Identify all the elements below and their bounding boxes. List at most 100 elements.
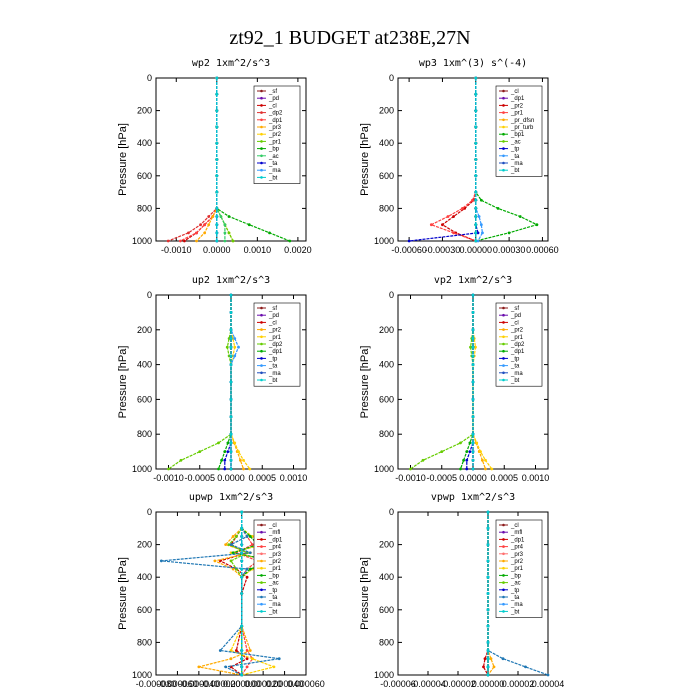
data-point xyxy=(486,665,490,669)
legend-entry: _cl xyxy=(510,89,519,95)
data-point xyxy=(215,215,219,218)
data-point xyxy=(471,450,475,453)
legend-marker xyxy=(502,118,505,122)
data-point xyxy=(215,223,219,227)
data-point xyxy=(242,458,245,462)
x-tick-label: 0.0000 xyxy=(203,245,231,255)
legend-marker xyxy=(260,595,263,599)
legend-entry: _pr_turb xyxy=(510,125,534,131)
legend-entry: _mfl xyxy=(510,530,522,536)
data-point xyxy=(195,239,198,243)
legend-marker xyxy=(502,335,505,339)
data-point xyxy=(227,231,231,235)
data-point xyxy=(215,190,219,194)
data-point xyxy=(229,543,233,546)
series-line-dp1 xyxy=(180,78,218,242)
x-tick-label: 0.0000 xyxy=(459,473,487,483)
data-point xyxy=(490,467,494,471)
legend-entry: _dp1 xyxy=(510,349,525,355)
data-point xyxy=(237,345,240,349)
y-tick-label: 400 xyxy=(379,360,394,370)
y-tick-label: 1000 xyxy=(132,236,152,246)
x-tick-label: -0.0010 xyxy=(153,473,184,483)
data-point xyxy=(197,665,201,669)
legend-marker xyxy=(260,176,263,179)
legend-box xyxy=(495,85,543,177)
data-point xyxy=(409,467,412,471)
data-point xyxy=(229,380,233,384)
data-point xyxy=(421,458,425,462)
y-tick-label: 400 xyxy=(137,572,152,582)
data-point xyxy=(223,458,227,462)
legend-entry: _bp xyxy=(510,573,522,579)
data-point xyxy=(474,215,478,218)
legend-entry: _cl xyxy=(510,523,519,529)
data-point xyxy=(215,231,219,235)
legend-marker xyxy=(502,168,505,172)
data-point xyxy=(215,174,219,178)
legend-marker xyxy=(502,371,505,375)
data-point xyxy=(217,467,220,471)
data-point xyxy=(207,223,211,227)
data-point xyxy=(229,458,233,462)
data-point xyxy=(233,337,237,340)
data-point xyxy=(474,345,477,349)
legend-marker xyxy=(502,538,505,541)
data-point xyxy=(268,231,271,235)
data-point xyxy=(483,657,487,661)
data-point xyxy=(479,450,482,453)
data-point xyxy=(471,328,475,332)
data-point xyxy=(461,207,464,210)
plot-frame xyxy=(397,511,549,676)
y-tick-label: 600 xyxy=(379,171,394,181)
data-point xyxy=(240,665,244,669)
legend-marker xyxy=(502,588,505,592)
legend-marker xyxy=(502,349,505,353)
data-point xyxy=(240,592,244,595)
data-point xyxy=(229,398,233,401)
data-point xyxy=(211,215,215,218)
y-tick-label: 200 xyxy=(379,106,394,116)
y-axis-label: Pressure [hPa] xyxy=(359,557,371,630)
panel-title: vp2 1xm^2/s^3 xyxy=(434,275,512,286)
legend-marker xyxy=(260,96,263,100)
legend-entry: _bt xyxy=(510,378,520,384)
data-point xyxy=(471,432,475,436)
data-point xyxy=(240,567,244,571)
legend-entry: _ac xyxy=(510,139,521,145)
legend-marker xyxy=(260,335,263,339)
data-point xyxy=(471,198,474,202)
data-point xyxy=(482,665,485,669)
legend-entry: _tp xyxy=(268,356,278,362)
panel-title: wp3 1xm^(3) s^(-4) xyxy=(419,58,527,69)
data-point xyxy=(479,223,483,227)
legend-marker xyxy=(260,306,263,310)
legend-marker xyxy=(260,154,263,158)
figure-title: zt92_1 BUDGET at238E,27N xyxy=(229,27,470,49)
data-point xyxy=(240,535,244,538)
legend-entry: _bp xyxy=(268,147,280,153)
legend-marker xyxy=(502,574,505,577)
legend-entry: _sf xyxy=(268,89,277,95)
y-tick-label: 600 xyxy=(137,171,152,181)
legend-entry: _pd xyxy=(268,313,279,319)
data-point xyxy=(479,198,483,202)
series-line-ta xyxy=(161,512,280,676)
y-tick-label: 800 xyxy=(137,429,152,439)
data-point xyxy=(223,239,227,243)
legend-marker xyxy=(502,566,505,570)
data-point xyxy=(486,592,490,595)
y-axis-label: Pressure [hPa] xyxy=(117,123,129,196)
data-point xyxy=(229,345,233,349)
x-tick-label: 0.00060 xyxy=(526,245,559,255)
data-point xyxy=(229,657,233,661)
data-point xyxy=(446,215,450,218)
data-point xyxy=(471,458,475,462)
data-point xyxy=(240,657,244,661)
data-point xyxy=(223,450,227,453)
x-tick-label: -0.0010 xyxy=(161,245,192,255)
y-tick-label: 1000 xyxy=(132,464,152,474)
legend-marker xyxy=(260,111,263,114)
panel-title: wp2 1xm^2/s^3 xyxy=(192,58,270,69)
